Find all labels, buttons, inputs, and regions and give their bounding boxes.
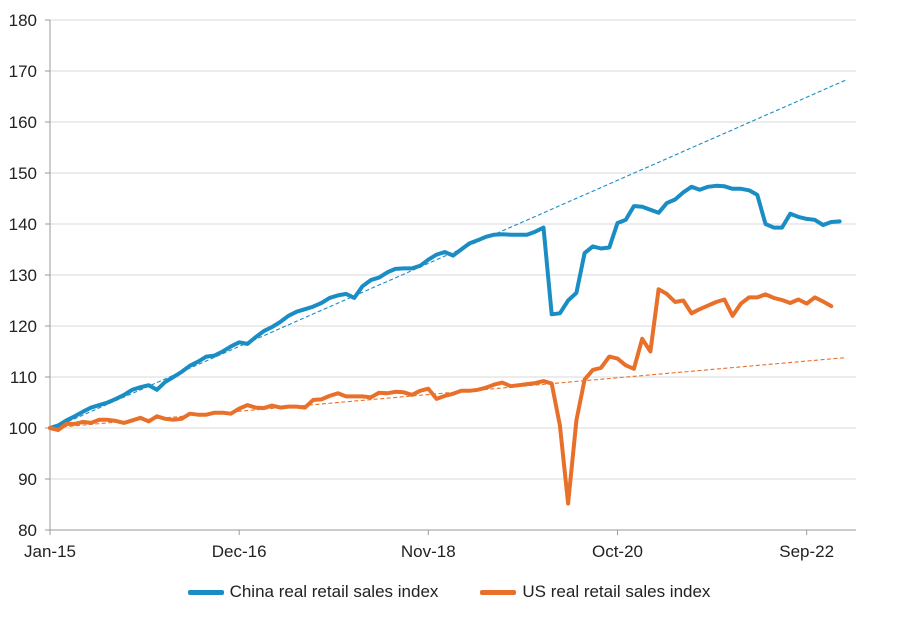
x-tick-labels: Jan-15 Dec-16 Nov-18 Oct-20 Sep-22 bbox=[24, 530, 834, 561]
legend-label-us: US real retail sales index bbox=[522, 582, 711, 601]
y-tick-label: 180 bbox=[9, 11, 37, 30]
y-tick-labels: 80 90 100 110 120 130 140 150 160 170 180 bbox=[9, 11, 50, 540]
y-tick-label: 90 bbox=[18, 470, 37, 489]
gridlines bbox=[50, 19, 856, 480]
legend-swatch-china bbox=[187, 589, 224, 595]
x-tick-label: Nov-18 bbox=[401, 542, 456, 561]
x-tick-label: Dec-16 bbox=[212, 542, 267, 561]
series-line-1 bbox=[48, 287, 834, 506]
legend: China real retail sales index US real re… bbox=[0, 582, 898, 602]
y-tick-label: 110 bbox=[10, 368, 37, 387]
legend-label-china: China real retail sales index bbox=[229, 582, 439, 601]
series-line-0 bbox=[48, 183, 842, 430]
y-tick-label: 130 bbox=[9, 266, 37, 285]
legend-item-us: US real retail sales index bbox=[480, 582, 710, 602]
y-tick-label: 170 bbox=[9, 62, 37, 81]
y-tick-label: 80 bbox=[18, 521, 37, 540]
y-tick-label: 120 bbox=[9, 317, 37, 336]
legend-item-china: China real retail sales index bbox=[187, 582, 439, 602]
legend-swatch-us bbox=[480, 589, 517, 595]
x-tick-label: Oct-20 bbox=[592, 542, 643, 561]
x-tick-label: Jan-15 bbox=[24, 542, 76, 561]
y-tick-label: 140 bbox=[9, 215, 37, 234]
y-tick-label: 100 bbox=[9, 419, 37, 438]
y-tick-label: 160 bbox=[9, 113, 37, 132]
line-chart: 80 90 100 110 120 130 140 150 160 170 180 Jan-15 De… bbox=[9, 11, 856, 561]
x-tick-label: Sep-22 bbox=[779, 542, 834, 561]
series-lines bbox=[48, 183, 842, 506]
y-tick-label: 150 bbox=[9, 164, 37, 183]
